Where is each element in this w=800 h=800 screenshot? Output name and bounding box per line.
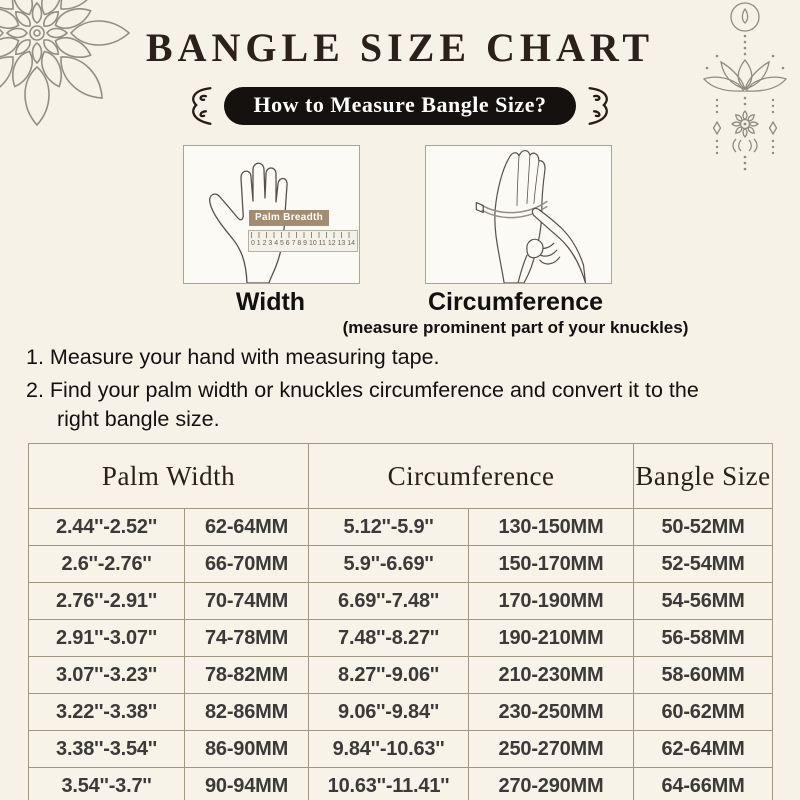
table-cell: 86-90MM	[183, 730, 310, 768]
ruler-icon: 0 1 2 3 4 5 6 7 8 9 10 11 12 13 14	[248, 230, 358, 252]
table-cell: 54-56MM	[633, 582, 774, 620]
badge-row: How to Measure Bangle Size?	[0, 85, 800, 127]
table-row: 3.38''-3.54'' 86-90MM 9.84''-10.63'' 250-27…	[28, 730, 774, 768]
ruler-ticks	[251, 232, 355, 238]
table-row: 2.76''-2.91'' 70-74MM 6.69''-7.48'' 170-190…	[28, 582, 774, 620]
table-cell: 62-64MM	[183, 508, 310, 546]
table-cell: 50-52MM	[633, 508, 774, 546]
flourish-left-icon	[191, 87, 212, 125]
table-cell: 150-170MM	[468, 545, 635, 583]
table-row: 2.6''-2.76'' 66-70MM 5.9''-6.69'' 150-170MM…	[28, 545, 774, 583]
table-cell: 9.06''-9.84''	[308, 693, 470, 731]
table-cell: 130-150MM	[468, 508, 635, 546]
instructions: 1. Measure your hand with measuring tape…	[26, 343, 732, 438]
palm-breadth-tag: Palm Breadth	[249, 210, 330, 226]
table-cell: 82-86MM	[183, 693, 310, 731]
table-cell: 2.76''-2.91''	[28, 582, 185, 620]
table-row: 2.91''-3.07'' 74-78MM 7.48''-8.27'' 190-210…	[28, 619, 774, 657]
header-palm-width: Palm Width	[27, 443, 310, 509]
table-cell: 52-54MM	[633, 545, 774, 583]
table-cell: 190-210MM	[468, 619, 635, 657]
table-row: 3.22''-3.38'' 82-86MM 9.06''-9.84'' 230-250…	[28, 693, 774, 731]
table-cell: 2.6''-2.76''	[28, 545, 185, 583]
table-cell: 230-250MM	[468, 693, 635, 731]
table-cell: 210-230MM	[468, 656, 635, 694]
header-bangle-size: Bangle Size	[633, 443, 774, 509]
instruction-step-2: 2. Find your palm width or knuckles circ…	[26, 377, 699, 432]
table-cell: 3.07''-3.23''	[28, 656, 185, 694]
table-cell: 64-66MM	[633, 767, 774, 800]
table-cell: 74-78MM	[183, 619, 310, 657]
page-title: BANGLE SIZE CHART	[145, 25, 655, 70]
instruction-step-1: 1. Measure your hand with measuring tape…	[26, 345, 440, 369]
table-cell: 10.63''-11.41''	[308, 767, 470, 800]
table-cell: 5.12''-5.9''	[308, 508, 470, 546]
ruler-numbers: 0 1 2 3 4 5 6 7 8 9 10 11 12 13 14	[251, 240, 355, 247]
circumference-caption: Circumference	[427, 288, 604, 316]
table-cell: 5.9''-6.69''	[308, 545, 470, 583]
table-cell: 3.22''-3.38''	[28, 693, 185, 731]
table-header-row: Palm Width Circumference Bangle Size	[27, 443, 774, 509]
table-cell: 2.44''-2.52''	[28, 508, 185, 546]
how-to-measure-badge: How to Measure Bangle Size?	[223, 87, 577, 125]
table-cell: 78-82MM	[183, 656, 310, 694]
table-cell: 6.69''-7.48''	[308, 582, 470, 620]
table-row: 3.07''-3.23'' 78-82MM 8.27''-9.06'' 210-230…	[28, 656, 774, 694]
table-row: 3.54''-3.7'' 90-94MM 10.63''-11.41'' 270-29…	[28, 767, 774, 800]
table-cell: 56-58MM	[633, 619, 774, 657]
table-cell: 90-94MM	[183, 767, 310, 800]
table-cell: 7.48''-8.27''	[308, 619, 470, 657]
table-cell: 250-270MM	[468, 730, 635, 768]
table-cell: 60-62MM	[633, 693, 774, 731]
table-cell: 8.27''-9.06''	[308, 656, 470, 694]
table-cell: 58-60MM	[633, 656, 774, 694]
circumference-hands-figure-icon	[475, 150, 587, 283]
width-caption: Width	[235, 288, 306, 316]
table-row: 2.44''-2.52'' 62-64MM 5.12''-5.9'' 130-150M…	[28, 508, 774, 546]
table-cell: 62-64MM	[633, 730, 774, 768]
table-cell: 9.84''-10.63''	[308, 730, 470, 768]
header-circumference: Circumference	[308, 443, 635, 509]
size-table: Palm Width Circumference Bangle Size 2.4…	[27, 443, 774, 800]
figure-captions: Width Circumference (measure prominent p…	[183, 288, 688, 338]
table-cell: 3.54''-3.7''	[28, 767, 185, 800]
circumference-figure-box	[425, 145, 612, 284]
measurement-figures: Palm Breadth 0 1 2 3 4 5 6 7 8 9 10 11 12 13 14	[183, 145, 612, 284]
flourish-right-icon	[588, 87, 609, 125]
circumference-note: (measure prominent part of your knuckles…	[342, 318, 689, 337]
table-cell: 270-290MM	[468, 767, 635, 800]
table-cell: 66-70MM	[183, 545, 310, 583]
table-cell: 70-74MM	[183, 582, 310, 620]
table-cell: 170-190MM	[468, 582, 635, 620]
width-figure-box: Palm Breadth 0 1 2 3 4 5 6 7 8 9 10 11 12 13 14	[183, 145, 360, 284]
table-cell: 2.91''-3.07''	[28, 619, 185, 657]
table-cell: 3.38''-3.54''	[28, 730, 185, 768]
